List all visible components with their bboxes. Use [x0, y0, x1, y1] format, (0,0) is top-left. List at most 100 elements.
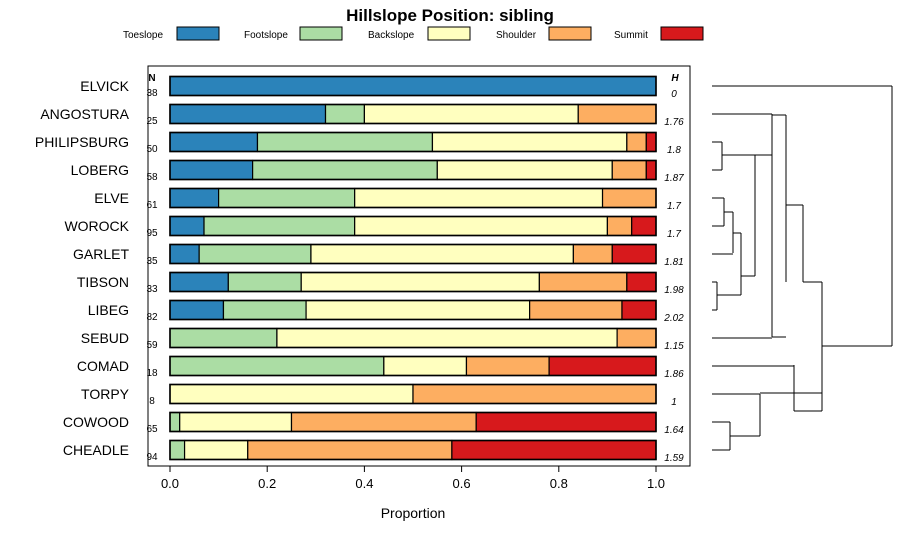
bar-outline — [169, 271, 657, 293]
bar-segment — [198, 243, 312, 265]
row-label: TIBSON — [77, 274, 129, 290]
h-value: 1 — [671, 397, 677, 408]
bar-segment — [475, 411, 657, 433]
bar-segment — [606, 215, 633, 237]
bar-segment — [169, 299, 225, 321]
bar-segment — [548, 355, 657, 377]
h-value: 2.02 — [663, 313, 684, 324]
bar-outline — [169, 243, 657, 265]
n-value: 58 — [146, 172, 158, 183]
bar-segment — [611, 159, 647, 181]
bar-segment — [222, 299, 307, 321]
legend-label: Footslope — [244, 30, 288, 41]
bar-segment — [621, 299, 657, 321]
legend-label: Shoulder — [496, 30, 537, 41]
bar-segment — [354, 187, 604, 209]
bar-segment — [203, 215, 356, 237]
bar-segment — [169, 215, 205, 237]
row-label: WOROCK — [64, 218, 129, 234]
bar-outline — [169, 159, 657, 181]
h-value: 1.7 — [667, 229, 681, 240]
n-value: 94 — [146, 452, 158, 463]
bar-segment — [169, 411, 181, 433]
h-value: 1.76 — [664, 117, 684, 128]
bar-segment — [626, 131, 647, 153]
row-label: TORPY — [81, 386, 130, 402]
n-value: 65 — [146, 424, 158, 435]
x-tick-label: 0.8 — [550, 476, 568, 491]
x-tick-label: 0.6 — [453, 476, 471, 491]
bar-segment — [169, 187, 220, 209]
bar-segment — [256, 131, 434, 153]
bar-segment — [169, 355, 385, 377]
bar-outline — [169, 355, 657, 377]
bar-segment — [169, 75, 657, 97]
bar-segment — [465, 355, 550, 377]
bar-segment — [169, 103, 327, 125]
n-value: 18 — [146, 368, 158, 379]
bar-segment — [538, 271, 628, 293]
x-axis: 0.0 0.2 0.4 0.6 0.8 1.0 — [161, 466, 665, 491]
bar-outline — [169, 383, 657, 405]
n-value: 82 — [146, 312, 158, 323]
legend-swatch — [660, 26, 704, 41]
row-label: COMAD — [77, 358, 129, 374]
h-value: 1.59 — [664, 453, 684, 464]
bar-segment — [431, 131, 628, 153]
bar-segment — [577, 103, 657, 125]
bar-segment — [227, 271, 302, 293]
legend-label: Summit — [614, 30, 648, 41]
bar-segment — [247, 439, 453, 461]
row-label: ANGOSTURA — [40, 106, 129, 122]
bar-segment — [324, 103, 365, 125]
bar-segment — [169, 439, 186, 461]
bar-segment — [616, 327, 657, 349]
row-label: SEBUD — [81, 330, 129, 346]
n-header: N — [148, 73, 155, 84]
bar-segment — [305, 299, 531, 321]
n-value: 61 — [146, 200, 158, 211]
bar-segment — [631, 215, 657, 237]
h-value: 1.87 — [664, 173, 684, 184]
legend-label: Backslope — [368, 30, 415, 41]
bar-segment — [183, 439, 249, 461]
bar-segment — [611, 243, 657, 265]
row-labels: ELVICK ANGOSTURA PHILIPSBURG LOBERG ELVE WORO… — [35, 78, 130, 458]
row-label: ELVE — [94, 190, 129, 206]
bar-segment — [169, 327, 278, 349]
h-value: 1.8 — [667, 145, 681, 156]
n-value: 8 — [149, 396, 155, 407]
x-axis-title: Proportion — [381, 505, 446, 521]
bar-segment — [645, 131, 657, 153]
bar-segment — [169, 383, 414, 405]
bar-segment — [572, 243, 613, 265]
row-label: COWOOD — [63, 414, 129, 430]
x-tick-label: 0.0 — [161, 476, 179, 491]
h-value: 1.7 — [667, 201, 681, 212]
h-value: 1.81 — [664, 257, 683, 268]
row-label: LOBERG — [71, 162, 129, 178]
n-value: 35 — [146, 256, 158, 267]
row-label: PHILIPSBURG — [35, 134, 129, 150]
bar-outline — [169, 103, 657, 125]
n-value: 95 — [146, 228, 158, 239]
row-label: GARLET — [73, 246, 129, 262]
chart-title: Hillslope Position: sibling — [346, 6, 554, 25]
n-value: 59 — [146, 340, 158, 351]
row-label: ELVICK — [80, 78, 129, 94]
h-value: 1.15 — [664, 341, 684, 352]
bar-segment — [252, 159, 438, 181]
bar-segment — [451, 439, 657, 461]
bar-segment — [310, 243, 574, 265]
bar-outline — [169, 327, 657, 349]
bar-segment — [412, 383, 657, 405]
legend-swatch — [427, 26, 471, 41]
h-value: 0 — [671, 89, 677, 100]
bar-segment — [363, 103, 579, 125]
bar-outline — [169, 187, 657, 209]
bar-segment — [601, 187, 657, 209]
n-value: 25 — [146, 116, 158, 127]
bar-segment — [626, 271, 657, 293]
row-label: LIBEG — [88, 302, 129, 318]
